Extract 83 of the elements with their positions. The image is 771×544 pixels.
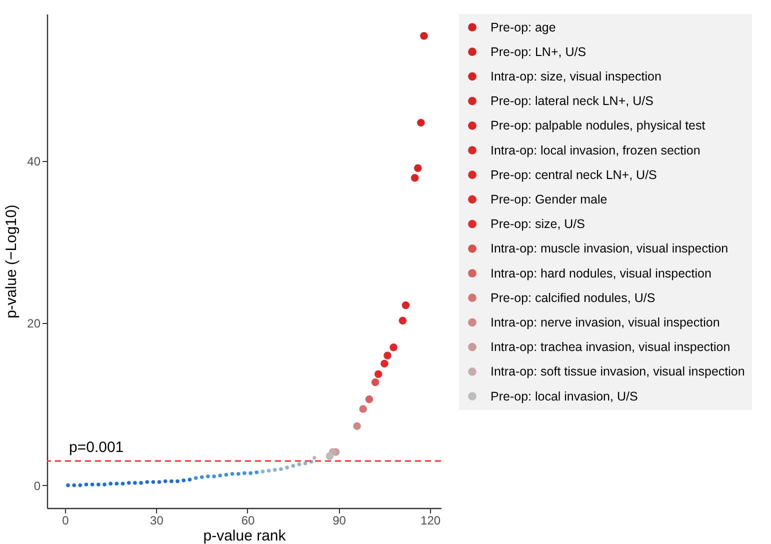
- point: [188, 478, 192, 482]
- point: [66, 483, 70, 488]
- y-tick-label: 0: [34, 478, 41, 493]
- point: [133, 480, 137, 485]
- x-tick-label: 30: [150, 514, 164, 528]
- legend-label: Intra-op: nerve invasion, visual inspection: [490, 315, 720, 330]
- point: [139, 480, 143, 485]
- point: [242, 471, 246, 475]
- x-tick-label: 120: [420, 514, 441, 528]
- point: [291, 464, 296, 468]
- point: [114, 482, 119, 486]
- point: [102, 482, 106, 486]
- y-tick-label: 20: [27, 316, 41, 331]
- point: [145, 480, 149, 484]
- point: [72, 483, 76, 488]
- point: [84, 482, 88, 486]
- point: [78, 483, 82, 488]
- annotation: p=0.001: [69, 438, 124, 456]
- legend-label: Pre-op: lateral neck LN+, U/S: [490, 94, 654, 108]
- y-tick-label: 40: [27, 154, 41, 168]
- legend-label: Pre-op: local invasion, U/S: [490, 389, 638, 404]
- point: [120, 482, 125, 486]
- point: [384, 352, 392, 360]
- point: [279, 467, 283, 471]
- point: [200, 475, 204, 480]
- point: [194, 476, 198, 480]
- point: [390, 344, 398, 352]
- point: [371, 378, 380, 386]
- point: [254, 470, 258, 474]
- point: [303, 462, 308, 466]
- point: [417, 118, 425, 127]
- y-axis-title: p-value (−Log10): [3, 204, 20, 318]
- point: [312, 456, 316, 460]
- point: [170, 479, 174, 484]
- point: [398, 316, 407, 324]
- point: [157, 480, 162, 484]
- point: [212, 474, 216, 478]
- point: [365, 395, 374, 404]
- point: [230, 472, 234, 476]
- point: [414, 164, 422, 172]
- point: [218, 474, 222, 478]
- legend-label: Pre-op: age: [490, 20, 556, 34]
- point: [285, 466, 289, 470]
- x-axis-title: p-value rank: [203, 528, 286, 544]
- point: [353, 422, 361, 430]
- point: [273, 468, 277, 472]
- point: [359, 405, 367, 413]
- point: [402, 301, 410, 310]
- point: [176, 479, 180, 484]
- point: [108, 482, 112, 486]
- point: [260, 470, 265, 474]
- point: [248, 471, 252, 475]
- point: [90, 482, 94, 486]
- point: [126, 480, 131, 485]
- point: [206, 474, 210, 478]
- legend-label: Pre-op: calcified nodules, U/S: [490, 290, 656, 305]
- point: [374, 370, 382, 378]
- legend-label: Pre-op: size, U/S: [490, 217, 585, 232]
- legend-label: Pre-op: Gender male: [490, 192, 608, 206]
- point: [410, 174, 419, 182]
- point: [297, 462, 302, 466]
- x-tick-label: 0: [62, 514, 70, 528]
- legend-label: Pre-op: palpable nodules, physical test: [490, 118, 706, 133]
- point: [380, 360, 388, 368]
- legend-label: Pre-op: central neck LN+, U/S: [490, 168, 657, 182]
- legend-label: Intra-op: hard nodules, visual inspection: [490, 266, 712, 280]
- point: [326, 452, 334, 460]
- point: [163, 479, 168, 484]
- point: [236, 472, 240, 476]
- legend-label: Pre-op: LN+, U/S: [490, 44, 586, 59]
- legend-label: Intra-op: size, visual inspection: [490, 69, 662, 84]
- x-tick-label: 90: [332, 514, 346, 528]
- legend-label: Intra-op: muscle invasion, visual inspection: [490, 242, 728, 256]
- point: [182, 478, 186, 482]
- legend-label: Intra-op: local invasion, frozen section: [490, 143, 700, 158]
- x-tick-label: 60: [241, 514, 255, 528]
- point: [151, 480, 156, 484]
- point: [420, 32, 428, 40]
- legend-label: Intra-op: soft tissue invasion, visual inspection: [490, 364, 745, 379]
- point: [266, 468, 271, 473]
- legend-label: Intra-op: trachea invasion, visual inspection: [490, 340, 730, 354]
- point: [96, 482, 100, 486]
- point: [224, 472, 228, 477]
